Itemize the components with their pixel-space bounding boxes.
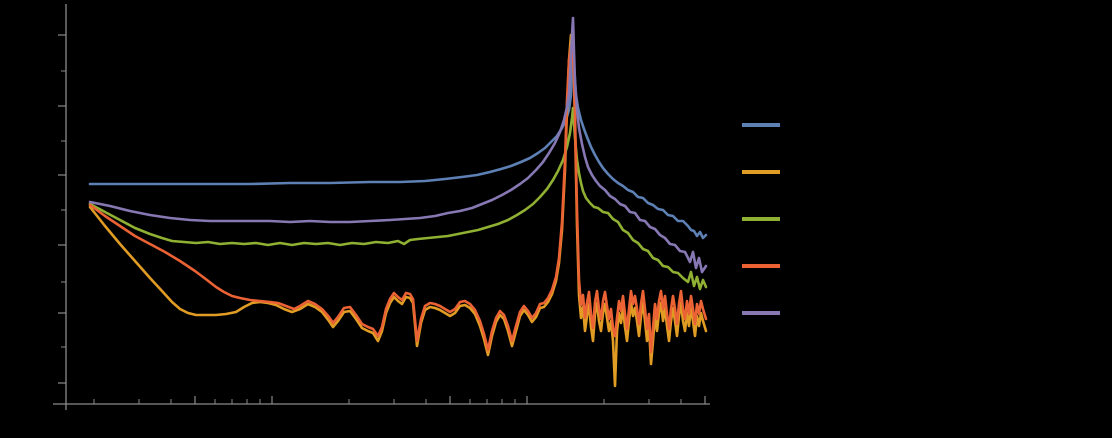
legend-swatch-series-5 bbox=[742, 311, 780, 315]
series-line-purple bbox=[88, 16, 708, 274]
series-line-red-orange bbox=[88, 44, 708, 354]
series-line-blue bbox=[88, 26, 708, 240]
legend-swatch-series-4 bbox=[742, 264, 780, 268]
legend-swatch-series-3 bbox=[742, 217, 780, 221]
legend-swatch-series-1 bbox=[742, 123, 780, 127]
series-line-green bbox=[88, 106, 708, 291]
series-line-orange bbox=[88, 33, 708, 388]
legend-swatch-series-2 bbox=[742, 170, 780, 174]
